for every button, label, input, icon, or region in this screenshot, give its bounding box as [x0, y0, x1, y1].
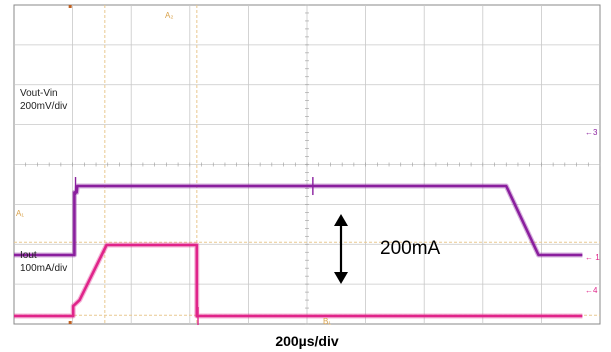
- cursor-label-a-bottom: B₁: [323, 317, 331, 326]
- trigger-marker-bottom: [68, 321, 72, 324]
- series-scale-iout: 100mA/div: [20, 263, 67, 274]
- channel-marker-3: ←3: [585, 128, 598, 137]
- series-scale-vout: 200mV/div: [20, 101, 67, 112]
- series-label-vout: Vout-Vin: [20, 88, 58, 99]
- series-trace-1: [14, 243, 583, 318]
- traces: [14, 177, 583, 326]
- channel-marker-4: ←4: [585, 286, 598, 295]
- annotation-arrow: [334, 214, 348, 284]
- channel-marker-1: ← 1: [585, 253, 600, 262]
- grid: [13, 4, 601, 325]
- series-trace-0: [14, 184, 583, 257]
- series-label-iout: Iout: [20, 250, 37, 261]
- annotation-text: 200mA: [380, 238, 441, 259]
- cursor-label-left-level: A₁: [16, 209, 24, 218]
- cursor-label-a-top: A₂: [165, 11, 173, 20]
- x-axis-label: 200µs/div: [275, 333, 339, 349]
- trigger-marker-top: [68, 5, 72, 8]
